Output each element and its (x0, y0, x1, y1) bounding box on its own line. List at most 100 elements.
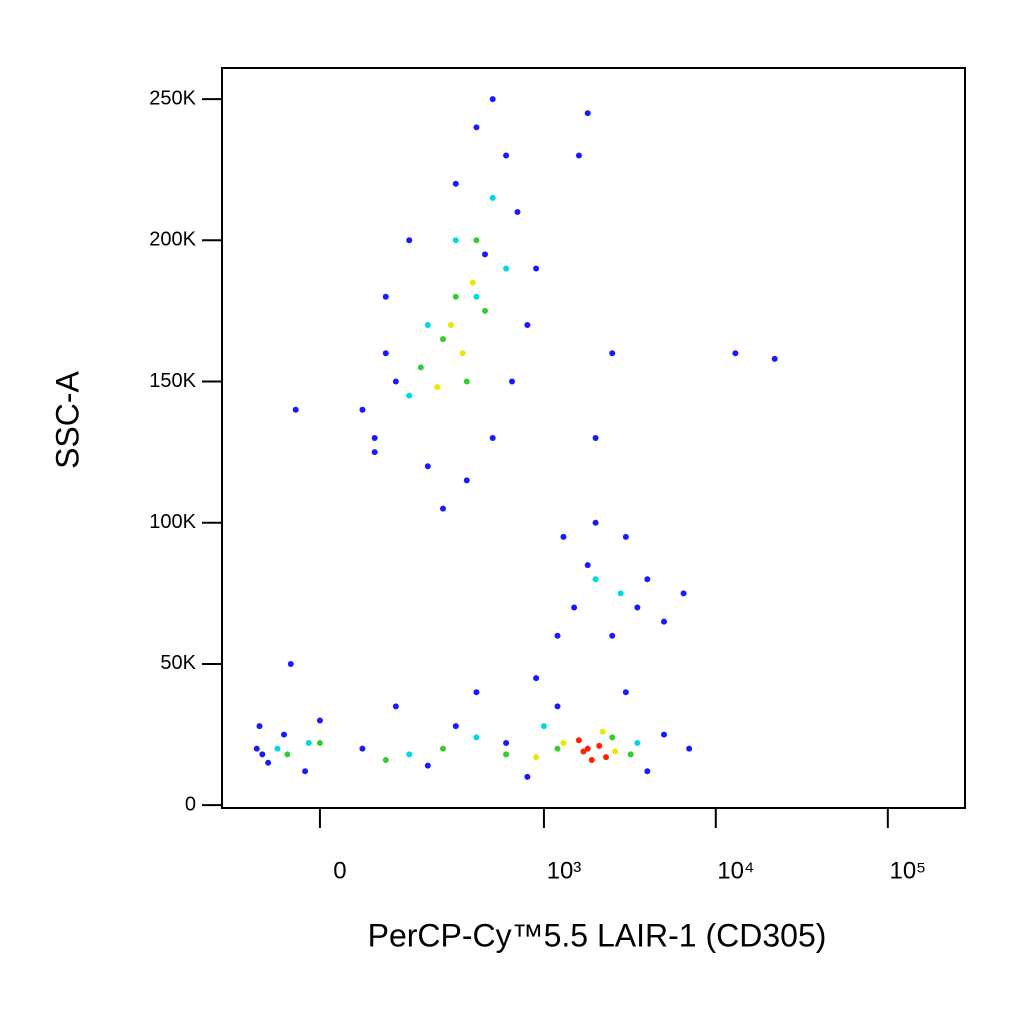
event-dot (533, 754, 540, 761)
event-dot (686, 745, 693, 752)
x-tick-label: 10⁴ (717, 857, 754, 884)
event-dot (609, 734, 616, 741)
event-dot (473, 237, 480, 244)
event-dot (584, 562, 591, 569)
event-dot (316, 740, 323, 747)
event-dot (575, 152, 582, 159)
event-dot (424, 322, 431, 329)
event-dot (406, 237, 413, 244)
event-dot (560, 533, 567, 540)
event-dot (256, 723, 263, 730)
event-dot (305, 740, 312, 747)
event-dot (592, 435, 599, 441)
event-dot (524, 773, 531, 780)
event-dot (482, 307, 489, 314)
event-dot (452, 180, 459, 187)
y-tick-label: 100K (149, 511, 196, 533)
event-dot (661, 731, 668, 738)
event-dot (382, 293, 389, 300)
event-dot (382, 350, 389, 357)
event-dot (503, 740, 510, 747)
event-dot (469, 279, 476, 286)
event-dot (463, 477, 470, 484)
event-dot (489, 435, 496, 441)
event-dot (440, 745, 447, 752)
event-dot (680, 590, 687, 597)
event-dot (599, 728, 606, 735)
event-dot (371, 435, 378, 441)
event-dot (592, 519, 599, 526)
plot-frame (221, 67, 966, 809)
y-tick-label: 0 (185, 793, 196, 815)
event-dot (609, 632, 616, 639)
event-dot (644, 768, 651, 775)
y-tick-label: 200K (149, 229, 196, 251)
event-dot (316, 717, 323, 724)
event-dot (509, 378, 516, 385)
x-tick-label: 0 (333, 857, 346, 884)
event-dot (540, 723, 547, 730)
event-dot (406, 751, 413, 758)
event-dot (634, 604, 641, 611)
event-dot (406, 392, 413, 399)
event-dot (609, 350, 616, 357)
event-dot (434, 384, 441, 391)
event-dot (280, 731, 287, 738)
event-dot (575, 737, 582, 744)
x-axis-label: PerCP-Cy™5.5 LAIR-1 (CD305) (368, 917, 827, 953)
event-dot (732, 350, 739, 357)
x-tick-label: 10⁵ (889, 857, 926, 884)
event-dot (489, 96, 496, 103)
event-dot (554, 745, 561, 752)
event-dot (612, 748, 619, 755)
event-dot (287, 660, 294, 667)
event-dot (771, 355, 778, 362)
event-dot (580, 748, 587, 755)
event-dot (392, 378, 399, 385)
event-dot (571, 604, 578, 611)
event-dot (533, 675, 540, 682)
event-dot (503, 751, 510, 758)
event-dot (259, 751, 266, 758)
y-tick-label: 50K (160, 652, 196, 674)
event-dot (554, 703, 561, 710)
event-dot (424, 463, 431, 470)
event-dot (627, 751, 634, 758)
event-dot (274, 745, 281, 752)
event-dot (514, 209, 521, 216)
event-dot (588, 756, 595, 763)
event-dot (661, 618, 668, 625)
event-dot (359, 745, 366, 752)
event-dot (617, 590, 624, 597)
event-dot (452, 723, 459, 730)
event-dot (524, 322, 531, 329)
event-dot (292, 406, 299, 413)
event-dot (371, 449, 378, 456)
event-dot (596, 742, 603, 749)
event-dot (392, 703, 399, 710)
event-dot (560, 740, 567, 747)
event-dot (265, 759, 272, 766)
event-dot (447, 322, 454, 329)
event-dot (622, 689, 629, 696)
event-dot (634, 740, 641, 747)
x-tick-label: 10³ (547, 857, 582, 884)
event-dot (463, 378, 470, 385)
event-dot (302, 768, 309, 775)
event-dot (592, 576, 599, 583)
event-dot (622, 533, 629, 540)
event-dot (424, 762, 431, 769)
event-dot (584, 110, 591, 117)
event-dot (554, 632, 561, 639)
y-tick-label: 250K (149, 87, 196, 109)
event-dot (452, 293, 459, 300)
event-dot (284, 751, 291, 758)
event-dot (603, 754, 610, 761)
event-dot (417, 364, 424, 371)
event-dot (473, 689, 480, 696)
event-dot (584, 745, 591, 752)
event-dot (382, 756, 389, 763)
event-dot (473, 734, 480, 741)
event-dot (503, 152, 510, 159)
